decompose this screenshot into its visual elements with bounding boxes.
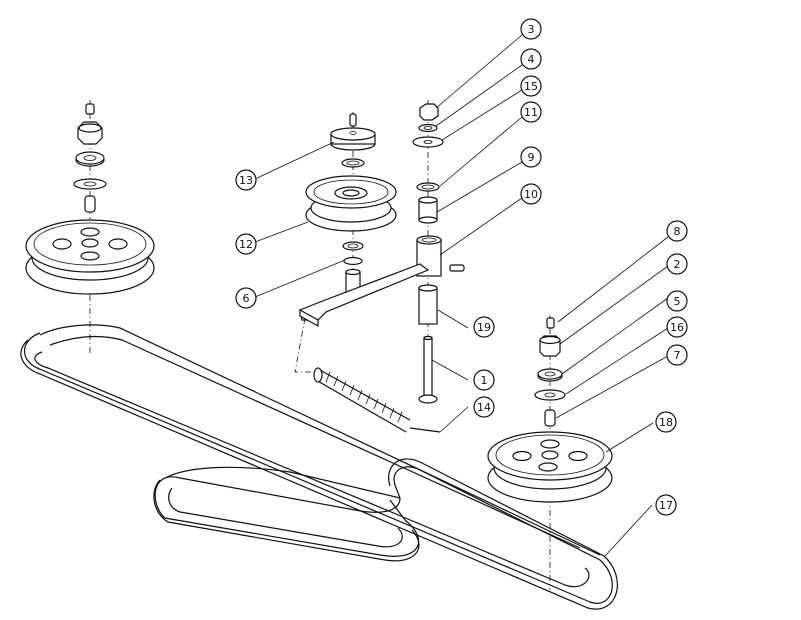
svg-text:3: 3 (528, 23, 535, 36)
svg-text:1: 1 (481, 374, 488, 387)
left-pulley-assembly (25, 100, 155, 355)
callout-8: 8 (666, 220, 688, 242)
callout-1: 1 (473, 369, 495, 391)
callout-9: 9 (520, 146, 542, 168)
leader-lines (254, 34, 669, 557)
svg-text:12: 12 (239, 238, 253, 251)
callout-10: 10 (520, 183, 542, 205)
svg-text:14: 14 (477, 401, 491, 414)
idler-arm-assembly (294, 100, 465, 433)
callout-3: 3 (520, 18, 542, 40)
callout-7: 7 (666, 344, 688, 366)
svg-text:10: 10 (524, 188, 538, 201)
callout-14: 14 (473, 396, 495, 418)
spring (313, 367, 441, 433)
callout-15: 15 (520, 75, 542, 97)
right-pulley-assembly (487, 315, 613, 590)
svg-text:8: 8 (674, 225, 681, 238)
svg-text:16: 16 (670, 321, 684, 334)
callout-18: 18 (655, 411, 677, 433)
callout-6: 6 (235, 287, 257, 309)
callout-17: 17 (655, 494, 677, 516)
callout-bubbles: 3 4 15 11 9 10 13 12 6 8 2 5 16 7 19 1 1… (235, 18, 688, 516)
callout-5: 5 (666, 290, 688, 312)
svg-text:11: 11 (524, 106, 538, 119)
svg-text:6: 6 (243, 292, 250, 305)
callout-16: 16 (666, 316, 688, 338)
callout-12: 12 (235, 233, 257, 255)
callout-19: 19 (473, 316, 495, 338)
svg-text:19: 19 (477, 321, 491, 334)
idler-pulley-assembly (305, 112, 397, 300)
callout-13: 13 (235, 169, 257, 191)
svg-text:9: 9 (528, 151, 535, 164)
svg-text:7: 7 (674, 349, 681, 362)
svg-text:17: 17 (659, 499, 673, 512)
svg-text:4: 4 (528, 53, 535, 66)
svg-text:15: 15 (524, 80, 538, 93)
svg-text:13: 13 (239, 174, 253, 187)
svg-text:18: 18 (659, 416, 673, 429)
callout-2: 2 (666, 253, 688, 275)
callout-4: 4 (520, 48, 542, 70)
callout-11: 11 (520, 101, 542, 123)
svg-text:2: 2 (674, 258, 681, 271)
svg-text:5: 5 (674, 295, 681, 308)
drive-belt (20, 324, 618, 610)
